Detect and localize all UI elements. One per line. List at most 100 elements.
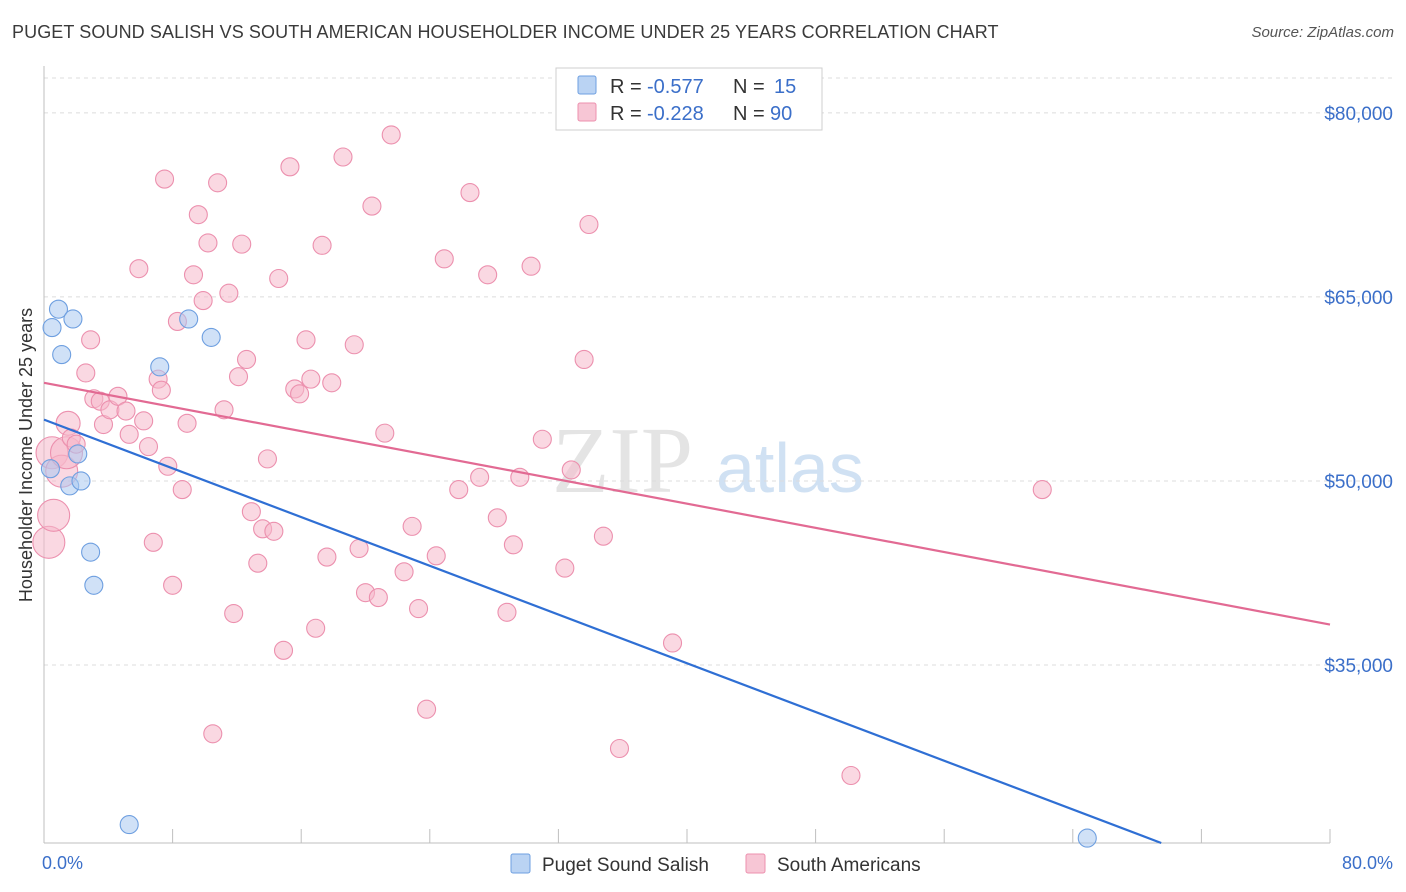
point-south-americans — [37, 498, 71, 532]
legend-n-label: N = — [733, 103, 765, 125]
point-south-americans — [579, 214, 599, 235]
y-tick-label: $35,000 — [1324, 656, 1393, 677]
point-south-americans — [177, 413, 197, 433]
point-south-americans — [375, 423, 395, 443]
point-puget-sound-salish — [68, 444, 88, 464]
x-tick-label: 80.0% — [1342, 853, 1393, 873]
point-south-americans — [193, 291, 213, 311]
point-south-americans — [116, 401, 136, 421]
point-south-americans — [241, 502, 261, 522]
point-south-americans — [426, 546, 446, 566]
point-south-americans — [163, 575, 183, 595]
point-south-americans — [344, 335, 364, 355]
point-south-americans — [394, 562, 414, 582]
trend-line-south-americans — [43, 381, 1331, 626]
point-south-americans — [503, 535, 523, 555]
trend-line-puget-sound-salish — [43, 418, 1162, 845]
point-south-americans — [151, 380, 171, 400]
point-south-americans — [841, 765, 861, 786]
point-south-americans — [460, 183, 480, 203]
point-south-americans — [214, 400, 234, 420]
watermark-zip: ZIP — [552, 409, 693, 513]
y-tick-label: $65,000 — [1324, 288, 1393, 309]
point-south-americans — [574, 349, 594, 370]
point-south-americans — [129, 259, 149, 279]
point-south-americans — [119, 424, 139, 444]
point-south-americans — [521, 256, 541, 276]
point-south-americans — [228, 367, 249, 387]
legend-n-value: 90 — [770, 103, 792, 125]
point-south-americans — [449, 480, 469, 500]
point-south-americans — [362, 196, 382, 216]
point-south-americans — [381, 125, 401, 145]
point-south-americans — [264, 521, 284, 541]
point-south-americans — [143, 532, 163, 552]
point-south-americans — [138, 437, 159, 457]
point-south-americans — [368, 588, 388, 608]
legend-r-label: R = — [610, 76, 642, 98]
trend-lines — [43, 381, 1331, 845]
point-puget-sound-salish — [84, 575, 104, 595]
point-south-americans — [561, 460, 581, 480]
point-puget-sound-salish — [179, 309, 199, 329]
point-puget-sound-salish — [150, 357, 170, 377]
x-tick-label: 0.0% — [42, 853, 83, 873]
point-puget-sound-salish — [119, 815, 139, 835]
point-south-americans — [155, 169, 175, 189]
point-south-americans — [183, 265, 204, 285]
point-south-americans — [296, 330, 316, 350]
point-south-americans — [487, 508, 507, 528]
point-south-americans — [417, 699, 437, 719]
point-puget-sound-salish — [52, 345, 72, 365]
point-south-americans — [434, 249, 454, 269]
legend-label-south-americans: South Americans — [777, 855, 921, 876]
point-puget-sound-salish — [42, 318, 62, 338]
point-south-americans — [290, 384, 310, 404]
point-south-americans — [408, 599, 429, 619]
chart-title: PUGET SOUND SALISH VS SOUTH AMERICAN HOU… — [12, 22, 999, 42]
data-points — [32, 125, 1097, 848]
point-south-americans — [470, 467, 490, 487]
point-south-americans — [609, 738, 630, 759]
legend-n-value: 15 — [774, 76, 796, 98]
point-puget-sound-salish — [48, 299, 69, 319]
point-south-americans — [257, 449, 277, 469]
point-puget-sound-salish — [40, 459, 60, 479]
y-tick-label: $50,000 — [1324, 472, 1393, 493]
point-south-americans — [532, 429, 552, 449]
watermark-atlas: atlas — [716, 429, 864, 507]
point-south-americans — [208, 173, 228, 193]
legend-r-label: R = — [610, 103, 642, 125]
point-south-americans — [322, 373, 342, 393]
point-south-americans — [172, 480, 192, 500]
point-south-americans — [1032, 480, 1052, 500]
point-south-americans — [312, 235, 332, 255]
point-south-americans — [269, 268, 289, 289]
point-south-americans — [224, 603, 244, 624]
point-puget-sound-salish — [1077, 828, 1097, 848]
legend-r-value: -0.577 — [647, 76, 704, 98]
point-south-americans — [497, 602, 517, 622]
point-south-americans — [662, 633, 683, 653]
point-south-americans — [188, 205, 208, 225]
point-puget-sound-salish — [71, 471, 91, 491]
point-south-americans — [219, 283, 239, 303]
point-south-americans — [280, 157, 300, 177]
legend-swatch-south-americans — [577, 102, 597, 122]
point-south-americans — [555, 558, 575, 578]
point-south-americans — [203, 724, 223, 744]
series-legend: Puget Sound Salish South Americans — [510, 853, 921, 876]
point-south-americans — [248, 553, 268, 573]
watermark: ZIP atlas — [552, 409, 864, 513]
y-axis-label: Householder Income Under 25 years — [16, 308, 36, 602]
point-south-americans — [317, 547, 337, 567]
point-puget-sound-salish — [63, 309, 83, 329]
stats-legend: R = -0.577 N = 15 R = -0.228 N = 90 — [555, 67, 823, 131]
y-tick-labels: $35,000 $50,000 $65,000 $80,000 — [1324, 104, 1393, 677]
legend-swatch-puget — [510, 853, 531, 874]
legend-swatch-puget — [577, 75, 597, 95]
source-attribution: Source: ZipAtlas.com — [1251, 24, 1394, 41]
point-puget-sound-salish — [81, 542, 101, 562]
legend-swatch-south-americans — [745, 853, 766, 874]
